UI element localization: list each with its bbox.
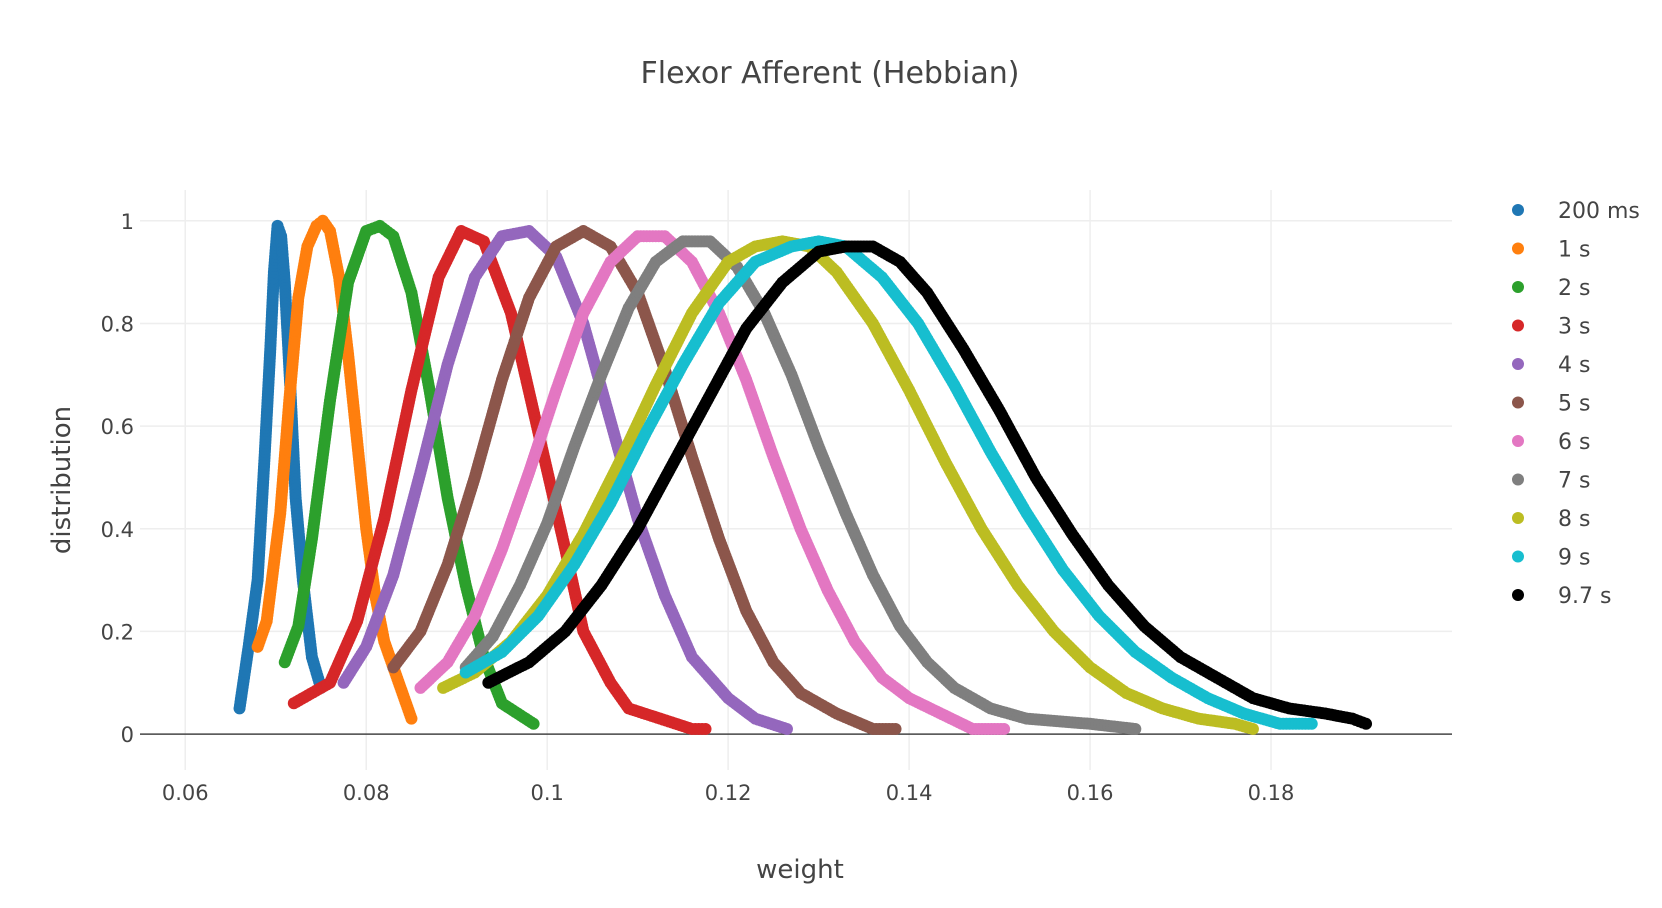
legend-marker (1512, 589, 1524, 601)
legend-marker (1512, 281, 1524, 293)
series-200-ms (233, 219, 327, 715)
x-tick-label: 0.16 (1067, 781, 1114, 805)
legend-item[interactable]: 3 s (1512, 315, 1590, 340)
legend-label: 2 s (1558, 276, 1590, 301)
data-point[interactable] (998, 722, 1011, 735)
legend-label: 5 s (1558, 392, 1590, 417)
x-axis-ticks: 0.06 0.08 0.1 0.12 0.14 0.16 0.18 (162, 781, 1295, 805)
data-point[interactable] (699, 722, 712, 735)
series-6-s (414, 230, 1011, 735)
series-9-s (459, 235, 1318, 730)
data-point[interactable] (1305, 717, 1318, 730)
legend-marker (1512, 358, 1524, 370)
data-point[interactable] (527, 717, 540, 730)
y-tick-label: 0 (121, 723, 134, 747)
legend-label: 3 s (1558, 315, 1590, 340)
legend-label: 6 s (1558, 430, 1590, 455)
y-axis-label: distribution (47, 406, 77, 554)
legend-marker (1512, 204, 1524, 216)
series-7-s (459, 235, 1142, 735)
data-point[interactable] (889, 722, 902, 735)
legend-item[interactable]: 6 s (1512, 430, 1590, 455)
legend-item[interactable]: 1 s (1512, 238, 1590, 263)
data-point[interactable] (405, 712, 418, 725)
legend-marker (1512, 319, 1524, 332)
legend-item[interactable]: 9.7 s (1512, 584, 1611, 609)
legend-label: 200 ms (1558, 199, 1640, 224)
legend-marker (1512, 473, 1524, 486)
x-tick-label: 0.12 (705, 781, 752, 805)
data-point[interactable] (1246, 722, 1259, 735)
legend-marker (1512, 550, 1524, 563)
data-point[interactable] (1129, 722, 1142, 735)
x-tick-label: 0.08 (343, 781, 390, 805)
legend-item[interactable]: 7 s (1512, 469, 1590, 494)
y-tick-label: 0.6 (101, 415, 134, 439)
y-axis-ticks: 0 0.2 0.4 0.6 0.8 1 (101, 210, 134, 747)
legend[interactable]: 200 ms 1 s 2 s 3 s 4 s 5 s 6 s 7 s 8 s 9 s 9.7 s (1512, 199, 1640, 609)
legend-marker (1512, 242, 1524, 255)
legend-label: 4 s (1558, 353, 1590, 378)
legend-label: 9 s (1558, 546, 1590, 571)
y-tick-label: 0.8 (101, 312, 134, 336)
series-5-s (387, 225, 902, 735)
legend-item[interactable]: 200 ms (1512, 199, 1640, 224)
legend-label: 8 s (1558, 507, 1590, 532)
series-9.7-s (482, 240, 1373, 730)
legend-item[interactable]: 4 s (1512, 353, 1590, 378)
data-point[interactable] (1360, 717, 1373, 730)
legend-label: 7 s (1558, 469, 1590, 494)
x-tick-label: 0.1 (530, 781, 563, 805)
legend-item[interactable]: 2 s (1512, 276, 1590, 301)
legend-marker (1512, 512, 1524, 524)
x-tick-label: 0.06 (162, 781, 209, 805)
y-tick-label: 0.4 (101, 518, 134, 542)
legend-label: 1 s (1558, 238, 1590, 263)
y-tick-label: 1 (121, 210, 134, 234)
legend-label: 9.7 s (1558, 584, 1611, 609)
legend-item[interactable]: 5 s (1512, 392, 1590, 417)
x-tick-label: 0.18 (1248, 781, 1295, 805)
data-point[interactable] (780, 722, 793, 735)
x-axis-label: weight (756, 855, 844, 885)
legend-marker (1512, 396, 1524, 409)
legend-item[interactable]: 8 s (1512, 507, 1590, 532)
chart-title: Flexor Afferent (Hebbian) (641, 56, 1020, 91)
data-points (233, 214, 1373, 735)
y-tick-label: 0.2 (101, 620, 134, 644)
legend-marker (1512, 435, 1524, 447)
x-tick-label: 0.14 (886, 781, 933, 805)
legend-item[interactable]: 9 s (1512, 546, 1590, 571)
